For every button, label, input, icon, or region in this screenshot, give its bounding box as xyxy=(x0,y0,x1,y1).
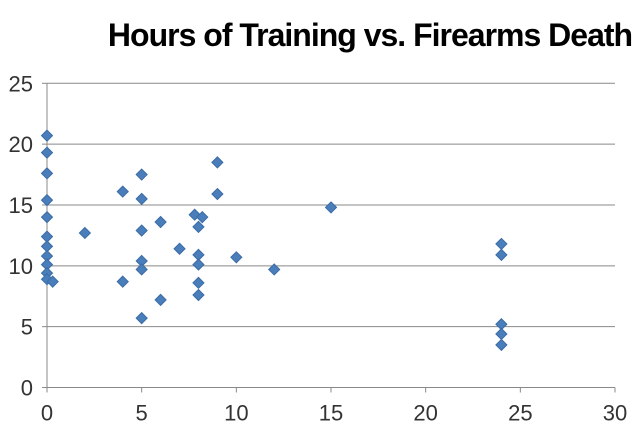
y-tick-label: 10 xyxy=(9,254,33,279)
data-point xyxy=(135,311,148,325)
data-point xyxy=(192,288,205,302)
data-point xyxy=(267,263,281,276)
y-tick-label: 5 xyxy=(21,315,33,340)
data-point xyxy=(211,187,224,201)
y-axis: 0 5 10 15 20 25 xyxy=(9,71,48,401)
gridlines xyxy=(47,82,615,388)
data-point xyxy=(135,224,148,237)
x-tick-label: 25 xyxy=(508,401,532,426)
data-point xyxy=(211,156,224,169)
data-point xyxy=(40,167,54,180)
data-point xyxy=(324,201,338,214)
data-point xyxy=(196,210,209,224)
data-point xyxy=(230,251,243,264)
x-tick-label: 10 xyxy=(224,401,248,426)
data-points xyxy=(40,129,508,352)
x-tick-label: 30 xyxy=(603,401,627,426)
data-point xyxy=(192,220,205,234)
y-tick-label: 0 xyxy=(21,376,33,401)
x-tick-label: 0 xyxy=(41,401,53,426)
data-point xyxy=(154,293,167,307)
data-point xyxy=(116,185,129,198)
x-tick-label: 15 xyxy=(319,401,343,426)
data-point xyxy=(116,275,129,288)
data-point xyxy=(40,272,54,286)
data-point xyxy=(135,263,148,276)
data-point xyxy=(78,226,92,240)
data-point xyxy=(173,242,186,255)
chart-title: Hours of Training vs. Firearms Death xyxy=(108,17,632,53)
data-point xyxy=(495,338,508,352)
data-point xyxy=(495,237,508,251)
x-tick-label: 20 xyxy=(413,401,437,426)
data-point xyxy=(40,146,54,159)
data-point xyxy=(40,193,54,207)
data-point xyxy=(495,248,508,262)
data-point xyxy=(135,168,148,181)
data-point xyxy=(40,129,54,142)
x-tick-label: 5 xyxy=(136,401,148,426)
y-tick-label: 20 xyxy=(9,132,33,157)
data-point xyxy=(495,327,508,341)
data-point xyxy=(192,276,205,290)
data-point xyxy=(46,275,59,288)
y-tick-label: 15 xyxy=(9,193,33,218)
x-axis: 0 5 10 15 20 25 30 xyxy=(41,387,627,426)
data-point xyxy=(40,210,54,224)
data-point xyxy=(135,192,148,206)
y-tick-label: 25 xyxy=(9,71,33,96)
data-point xyxy=(192,258,205,271)
data-point xyxy=(154,215,167,229)
